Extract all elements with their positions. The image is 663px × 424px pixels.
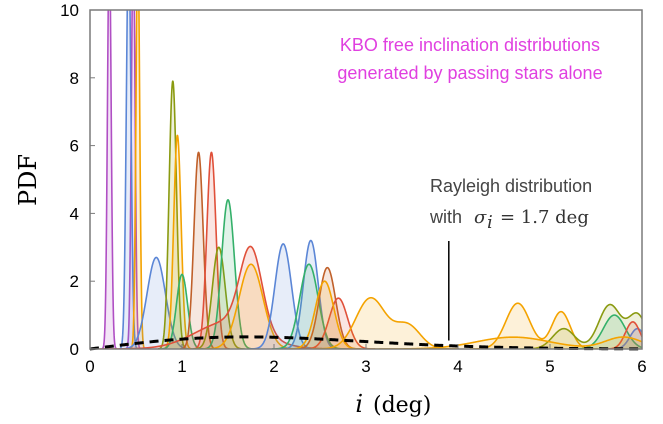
series-21-line — [469, 302, 598, 349]
x-axis-variable: i — [355, 390, 363, 418]
x-tick-label: 1 — [177, 357, 186, 376]
series-11-area — [202, 199, 254, 349]
rayleigh-sigma: σ — [474, 207, 487, 228]
x-tick-label: 3 — [361, 357, 370, 376]
series-5-line — [157, 80, 188, 349]
y-axis-ticks: 0 2 4 6 8 10 — [60, 1, 95, 359]
series-7-area — [159, 274, 205, 349]
rayleigh-sigma-subscript: i — [487, 212, 493, 233]
series-20-area — [311, 297, 459, 349]
x-tick-label: 4 — [453, 357, 462, 376]
series-13-area — [203, 264, 299, 349]
x-axis-unit: (deg) — [373, 393, 431, 418]
y-axis-label: PDF — [14, 154, 42, 206]
series-3-line — [130, 10, 146, 349]
y-tick-label: 4 — [70, 204, 79, 223]
series-0-line — [101, 10, 118, 349]
series-16-area — [272, 264, 346, 349]
series-6-area — [162, 135, 193, 349]
series-1-area — [125, 10, 141, 349]
y-tick-label: 10 — [60, 1, 79, 20]
rayleigh-label-with: with — [429, 207, 462, 227]
series-5-area — [158, 81, 188, 349]
series-23-area — [570, 315, 642, 349]
series-18-area — [301, 298, 376, 349]
rayleigh-sigma-value: = 1.7 deg — [500, 207, 589, 228]
rayleigh-curve — [89, 335, 642, 351]
y-tick-label: 6 — [70, 137, 79, 156]
series-2-line — [119, 10, 139, 349]
y-tick-label: 2 — [70, 272, 79, 291]
x-tick-label: 5 — [545, 357, 554, 376]
series-25-area — [603, 321, 642, 349]
series-0-area — [101, 10, 117, 349]
series-17-area — [294, 267, 361, 349]
x-tick-label: 0 — [85, 357, 94, 376]
x-axis-ticks: 0 1 2 3 4 5 6 — [85, 344, 647, 376]
series-4-line — [119, 256, 194, 349]
series-2-area — [119, 10, 138, 349]
x-tick-label: 6 — [637, 357, 646, 376]
series-11-line — [202, 199, 254, 349]
series-15-line — [281, 239, 341, 349]
series-layer — [99, 10, 642, 349]
y-tick-label: 8 — [70, 69, 79, 88]
series-12-area — [99, 246, 357, 349]
series-15-area — [281, 240, 341, 349]
series-19-area — [287, 281, 362, 349]
series-14-area — [250, 243, 317, 349]
rayleigh-label-line1: Rayleigh distribution — [430, 176, 592, 196]
series-10-line — [192, 246, 245, 349]
x-tick-label: 2 — [269, 357, 278, 376]
annotation-title-line2: generated by passing stars alone — [337, 63, 602, 83]
series-18-line — [301, 297, 376, 349]
series-24-area — [607, 328, 642, 349]
annotation-title-line1: KBO free inclination distributions — [340, 35, 600, 55]
series-4-area — [119, 257, 194, 349]
series-19-line — [287, 280, 362, 349]
series-8-area — [180, 152, 217, 349]
series-9-area — [193, 152, 230, 349]
series-3-area — [130, 10, 146, 349]
y-tick-label: 0 — [70, 340, 79, 359]
